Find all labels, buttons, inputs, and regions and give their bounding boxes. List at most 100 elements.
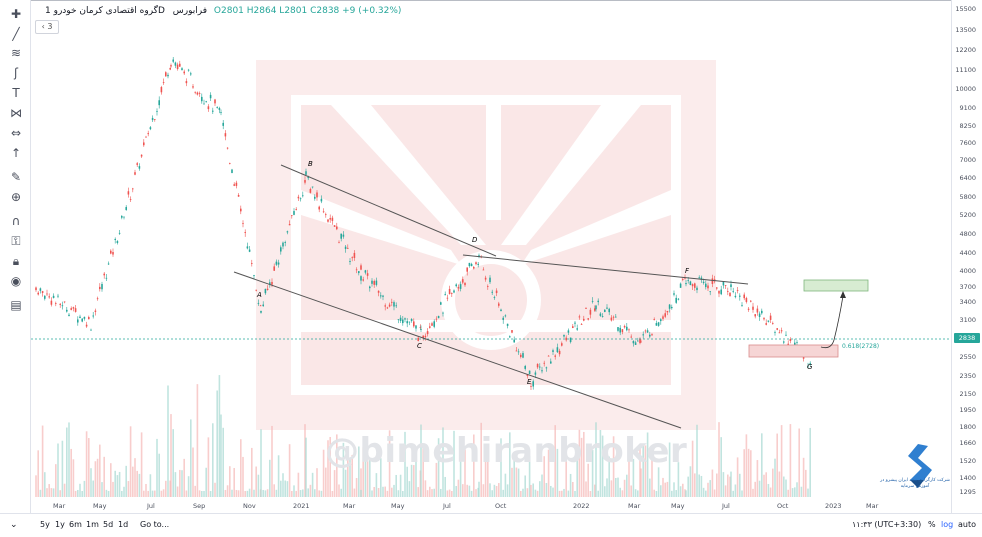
candle-body [192, 86, 194, 88]
price-axis[interactable]: 15500 13500 12200 11100 10000 9100 8250 7600 700… [951, 0, 982, 513]
trash-icon[interactable]: ▤ [10, 298, 22, 312]
range-1y[interactable]: 1y [55, 520, 65, 529]
brush-icon[interactable]: ʃ [13, 66, 19, 80]
volume-bar [640, 468, 642, 497]
lock-icon[interactable]: 🔒︎ [12, 254, 20, 268]
candle-body [539, 366, 541, 368]
volume-bar [347, 453, 349, 497]
auto-toggle[interactable]: auto [958, 520, 977, 529]
volume-bar [707, 482, 709, 497]
range-1m[interactable]: 1m [86, 520, 99, 529]
volume-bar [81, 491, 83, 497]
volume-bar [355, 478, 358, 497]
goto-button[interactable]: Go to... [140, 520, 170, 529]
crosshair-icon[interactable]: ✚ [10, 7, 22, 21]
price-tick-label: 8250 [959, 122, 976, 130]
volume-bar [745, 434, 748, 497]
candle-body [156, 110, 158, 112]
volume-bar [776, 433, 778, 497]
price-tick-label: 2150 [959, 390, 976, 398]
settings-chevron-icon[interactable]: ⌄ [10, 520, 18, 530]
price-tick-label: 3400 [959, 298, 976, 306]
volume-bar [572, 481, 574, 497]
candle-body [502, 317, 504, 320]
timezone-clock[interactable]: ۱۱:۳۳ (UTC+3:30) [852, 520, 922, 529]
volume-bar [752, 488, 754, 497]
volume-bar [459, 461, 462, 497]
chart-area[interactable]: A B C D E F G 0.618(2728) @bimehiranbrok… [31, 0, 951, 513]
volume-bar [451, 490, 453, 497]
volume-bar [342, 442, 345, 497]
volume-bar [162, 489, 165, 497]
candle-body [333, 225, 336, 227]
lock-drawings-icon[interactable]: ⚿ [11, 234, 21, 248]
volume-bar [705, 490, 707, 497]
volume-bar [299, 490, 302, 497]
volume-bar [404, 431, 406, 497]
range-5d[interactable]: 5d [103, 520, 114, 529]
magnet-icon[interactable]: ∩ [11, 214, 21, 228]
range-6m[interactable]: 6m [69, 520, 82, 529]
candle-body [604, 309, 606, 312]
symbol-header: گروه اقتصادی کرمان خودرو 1D فرابورس O280… [40, 6, 401, 16]
range-1d[interactable]: 1d [118, 520, 129, 529]
volume-bar [520, 490, 522, 497]
candle-body [504, 315, 507, 317]
volume-bar [720, 437, 722, 497]
support-zone-box[interactable] [748, 344, 839, 358]
candle-body [491, 291, 493, 293]
candle-body [595, 305, 597, 310]
candle-body [96, 298, 99, 300]
lower-channel-line[interactable] [233, 271, 682, 429]
percent-toggle[interactable]: % [928, 520, 936, 529]
candle-body [314, 196, 316, 199]
candle-body [420, 329, 422, 330]
time-axis[interactable]: Mar May Jul Sep Nov 2021 Mar May Jul Oct 2022 Mar Ma… [31, 500, 951, 513]
volume-bar [207, 437, 210, 497]
candle-body [55, 303, 57, 305]
candle-body [608, 308, 610, 313]
candle-body [277, 262, 280, 265]
upper-channel-line[interactable] [280, 164, 497, 257]
candle-body [229, 163, 231, 165]
volume-bar [739, 473, 741, 497]
log-toggle[interactable]: log [941, 520, 954, 529]
volume-bar [532, 483, 534, 497]
target-zone-box[interactable] [803, 279, 869, 292]
ruler-icon[interactable]: ✎ [10, 170, 22, 184]
candle-body [353, 252, 356, 258]
trend-line-icon[interactable]: ╱ [12, 27, 20, 41]
volume-bar [55, 464, 57, 497]
range-5y[interactable]: 5y [40, 520, 50, 529]
price-chart[interactable]: A B C D E F G 0.618(2728) [31, 0, 951, 513]
volume-bar [574, 490, 576, 497]
volume-bar [380, 458, 382, 497]
candle-body [260, 310, 262, 313]
candle-body [196, 92, 199, 95]
interval-label[interactable]: 1D [45, 6, 165, 16]
candle-body [705, 283, 707, 288]
volume-bar [783, 476, 785, 497]
projection-path[interactable] [820, 295, 844, 349]
volume-bar [621, 490, 624, 497]
indicator-collapse-button[interactable]: ‹ 3 [35, 20, 59, 34]
symbol-name[interactable]: گروه اقتصادی کرمان خودرو [53, 6, 158, 16]
pattern-icon[interactable]: ⋈ [10, 106, 22, 120]
candle-body [489, 277, 491, 283]
exchange-label: فرابورس [172, 6, 208, 16]
broker-caption: شرکت کارگزاری بیمه ایران پیشرو در آموزش … [880, 478, 950, 489]
measure-icon[interactable]: ⇔ [10, 126, 22, 140]
arrow-icon[interactable]: ↑ [10, 146, 22, 160]
candle-body [417, 337, 419, 341]
fib-tool-icon[interactable]: ≋ [10, 46, 22, 60]
candle-body [129, 199, 132, 201]
candle-body [237, 194, 240, 197]
candle-body [464, 282, 466, 286]
candle-body [679, 283, 682, 288]
candle-body [569, 337, 572, 343]
eye-icon[interactable]: ◉ [10, 274, 22, 288]
zoom-in-icon[interactable]: ⊕ [10, 190, 22, 204]
candle-body [457, 287, 460, 289]
resistance-line[interactable] [462, 254, 749, 285]
text-icon[interactable]: T [12, 86, 20, 100]
